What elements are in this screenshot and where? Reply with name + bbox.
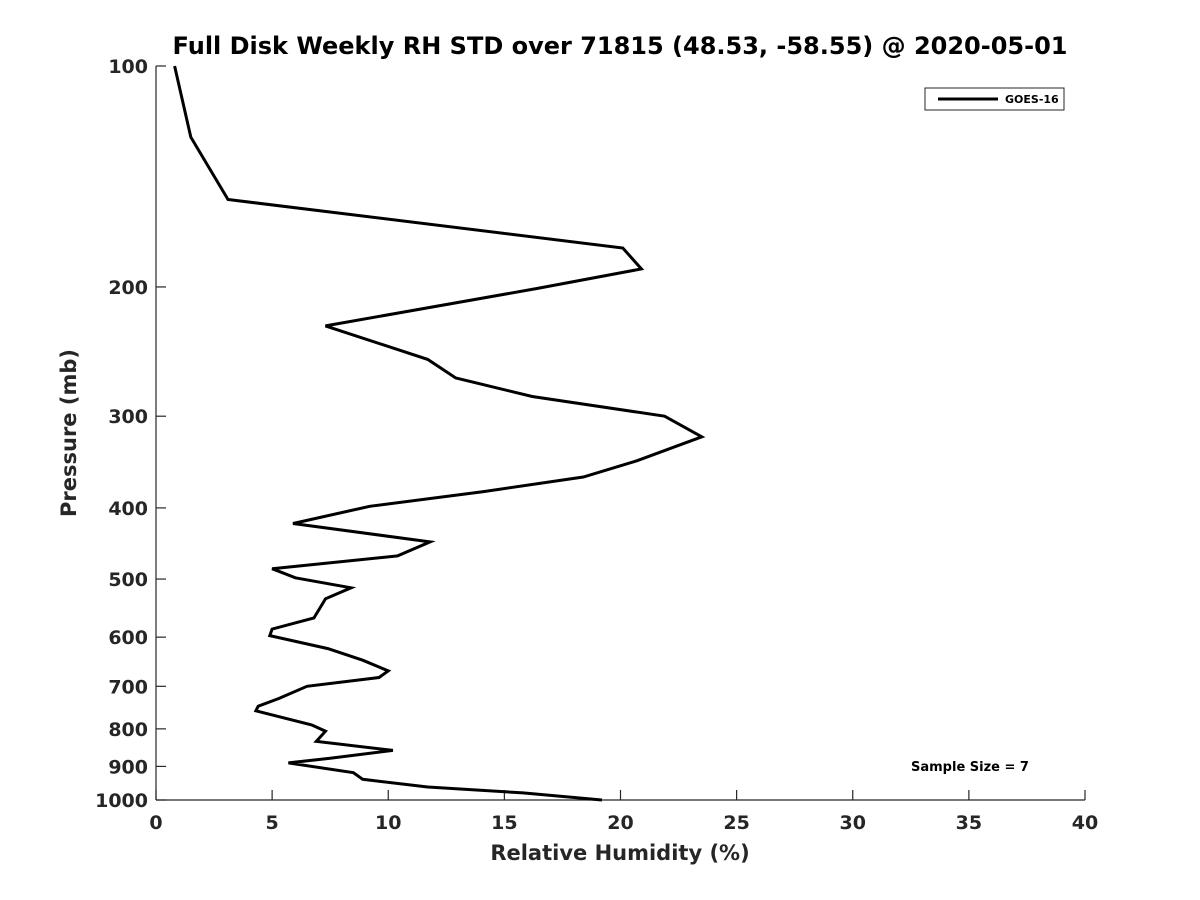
y-tick-label: 600 <box>108 627 148 649</box>
x-tick-label: 10 <box>375 812 401 834</box>
y-tick-label: 200 <box>108 277 148 299</box>
legend: GOES-16 <box>924 87 1065 111</box>
y-tick-label: 1000 <box>95 790 148 812</box>
series-line-goes-16 <box>173 65 706 802</box>
chart-title: Full Disk Weekly RH STD over 71815 (48.5… <box>173 32 1068 60</box>
y-tick-label: 400 <box>108 498 148 520</box>
x-tick-label: 25 <box>723 812 749 834</box>
x-axis-title: Relative Humidity (%) <box>490 841 749 865</box>
y-tick-label: 100 <box>108 56 148 78</box>
y-tick-label: 900 <box>108 756 148 778</box>
sample-size-annotation: Sample Size = 7 <box>911 760 1029 775</box>
x-tick-label: 35 <box>956 812 982 834</box>
y-tick-label: 700 <box>108 676 148 698</box>
series-group <box>173 65 706 802</box>
y-axis-ticks: 100 200 300 400 500 600 700 800 900 1000 <box>95 56 166 812</box>
x-tick-label: 20 <box>607 812 633 834</box>
y-axis-title: Pressure (mb) <box>57 349 81 517</box>
y-tick-label: 800 <box>108 719 148 741</box>
x-tick-label: 5 <box>266 812 279 834</box>
x-tick-label: 15 <box>491 812 517 834</box>
x-tick-label: 30 <box>840 812 866 834</box>
legend-label-goes-16: GOES-16 <box>1005 93 1059 106</box>
y-tick-label: 500 <box>108 569 148 591</box>
x-tick-label: 40 <box>1072 812 1098 834</box>
y-tick-label: 300 <box>108 406 148 428</box>
x-axis-ticks: 0 5 10 15 20 25 30 35 40 <box>149 790 1098 834</box>
x-tick-label: 0 <box>149 812 162 834</box>
